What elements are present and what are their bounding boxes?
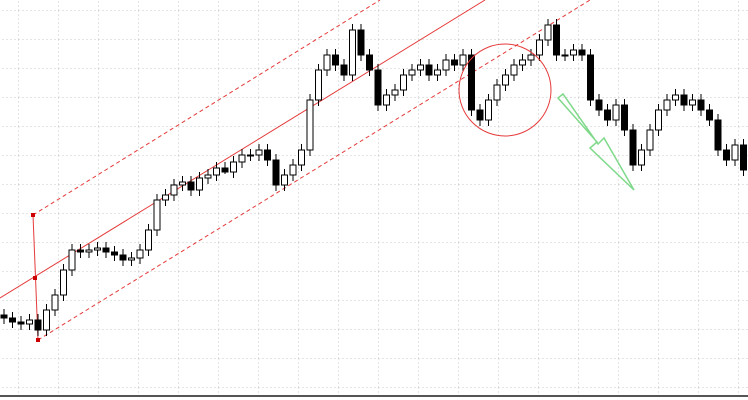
- candle-body: [740, 144, 747, 171]
- candle-body: [697, 99, 705, 111]
- candle-body: [706, 109, 713, 121]
- candle-body: [102, 247, 110, 253]
- candles: [0, 19, 747, 336]
- candle-body: [196, 177, 203, 191]
- candle-body: [247, 154, 254, 157]
- candle-body: [621, 104, 628, 131]
- candle-body: [680, 94, 688, 106]
- candle-body: [238, 154, 246, 163]
- candle-body: [544, 24, 552, 41]
- candle-body: [264, 149, 271, 161]
- candle-body: [629, 129, 637, 166]
- candle-body: [553, 24, 560, 56]
- candle-body: [425, 64, 433, 76]
- candle-body: [723, 149, 730, 161]
- candle-body: [349, 29, 356, 76]
- candle-body: [77, 249, 84, 253]
- candle-body: [111, 251, 118, 256]
- arrow: [556, 92, 635, 191]
- candle-body: [306, 99, 314, 151]
- highlight-circle: [458, 43, 552, 137]
- candle-body: [417, 64, 424, 71]
- candle-body: [34, 319, 42, 331]
- candle-body: [663, 99, 671, 111]
- candle-body: [94, 247, 101, 251]
- channel-lower: [37, 0, 591, 341]
- candle-body: [451, 59, 458, 66]
- anchor-point: [36, 338, 40, 342]
- candle-body: [357, 29, 365, 56]
- candle-body: [468, 54, 475, 111]
- anchor-point: [31, 213, 35, 217]
- candle-body: [68, 249, 76, 271]
- candle-body: [408, 69, 416, 76]
- candle-body: [519, 59, 526, 66]
- channel-upper: [32, 0, 381, 216]
- candle-body: [136, 249, 144, 259]
- candle-body: [561, 54, 569, 57]
- candle-body: [187, 181, 195, 191]
- candle-body: [128, 257, 135, 261]
- candle-body: [213, 167, 220, 176]
- candle-body: [255, 149, 263, 156]
- candle-body: [638, 149, 645, 166]
- candle-body: [17, 321, 25, 325]
- candle-body: [587, 54, 594, 101]
- candle-body: [145, 229, 152, 251]
- candle-body: [230, 161, 237, 173]
- candle-body: [714, 119, 722, 151]
- candle-body: [315, 69, 322, 101]
- candle-body: [383, 94, 390, 106]
- candle-body: [26, 319, 33, 325]
- candle-body: [298, 149, 305, 166]
- candle-body: [9, 317, 16, 323]
- candle-body: [289, 164, 297, 176]
- candle-body: [502, 74, 509, 86]
- candle-body: [170, 184, 178, 196]
- candle-body: [281, 174, 288, 186]
- candle-body: [646, 129, 654, 151]
- candle-body: [459, 54, 467, 66]
- candle-body: [493, 84, 501, 101]
- candle-body: [60, 269, 67, 296]
- candle-body: [0, 314, 8, 319]
- candle-body: [689, 99, 696, 106]
- candle-body: [119, 254, 127, 261]
- candle-body: [153, 199, 161, 231]
- candle-body: [595, 99, 603, 111]
- candle-body: [43, 309, 50, 331]
- candle-body: [527, 54, 535, 61]
- candle-body: [510, 64, 518, 76]
- candle-body: [476, 109, 484, 121]
- candle-body: [578, 49, 586, 56]
- candle-body: [442, 59, 450, 71]
- candle-body: [612, 104, 620, 121]
- candle-body: [536, 39, 543, 56]
- candle-body: [434, 69, 441, 76]
- candle-body: [332, 54, 339, 66]
- candle-body: [179, 181, 186, 186]
- candle-body: [221, 167, 229, 173]
- candle-body: [204, 174, 212, 179]
- candle-body: [672, 94, 679, 101]
- candle-body: [323, 54, 331, 71]
- anchor-point: [33, 276, 37, 280]
- candle-body: [391, 89, 399, 96]
- candle-body: [400, 74, 407, 91]
- candle-body: [162, 194, 169, 201]
- candle-body: [51, 294, 59, 311]
- candle-body: [731, 144, 739, 161]
- candle-body: [485, 99, 492, 121]
- candle-body: [272, 159, 280, 186]
- candle-body: [366, 54, 373, 71]
- candle-body: [655, 109, 662, 131]
- candle-body: [570, 49, 577, 56]
- candle-body: [340, 64, 348, 76]
- candle-body: [604, 109, 611, 121]
- candle-body: [85, 249, 93, 253]
- candle-body: [374, 69, 382, 106]
